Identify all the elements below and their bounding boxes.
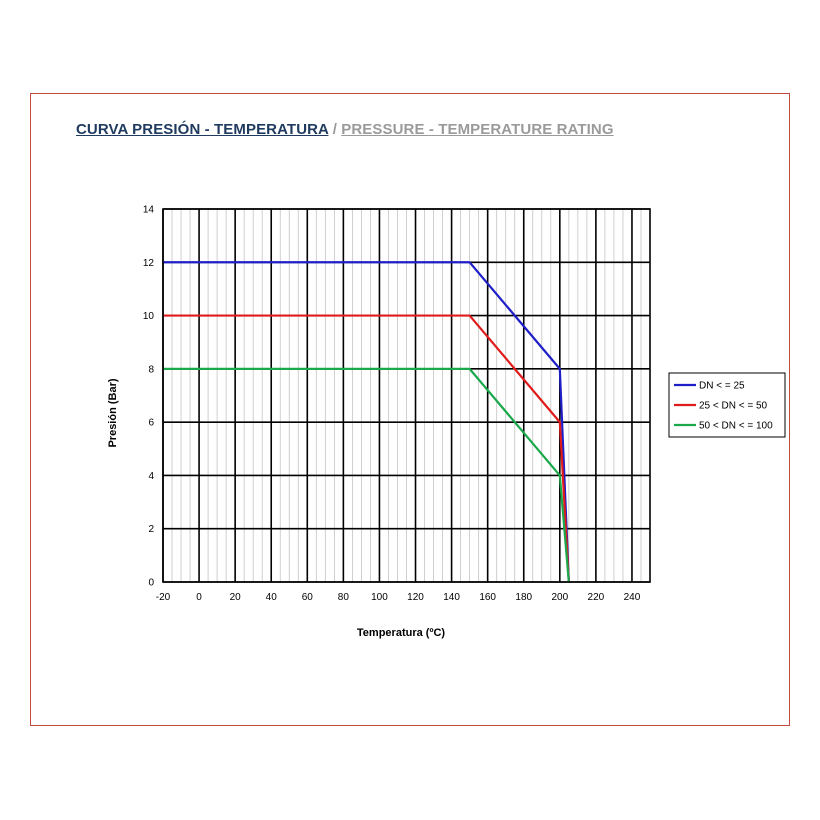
series-lines (163, 261, 570, 583)
legend-label: 50 < DN < = 100 (699, 421, 773, 432)
x-axis-ticks: -20 0 20 40 60 80 100 120 140 160 180 200 220 240 (156, 592, 641, 603)
y-tick-label: 2 (148, 524, 154, 535)
legend-label: DN < = 25 (699, 381, 745, 392)
plot-area-border (162, 208, 651, 583)
title-separator: / (328, 121, 342, 138)
y-tick-label: 0 (148, 578, 154, 589)
series-line (163, 367, 570, 583)
x-tick-label: 200 (551, 592, 568, 603)
x-tick-label: 160 (479, 592, 496, 603)
x-tick-label: 140 (443, 592, 460, 603)
chart-title: CURVA PRESIÓN - TEMPERATURA / PRESSURE -… (76, 121, 614, 138)
x-tick-label: 220 (588, 592, 605, 603)
x-axis-title: Temperatura (ºC) (357, 627, 445, 639)
x-tick-label: 20 (230, 592, 242, 603)
x-tick-label: 240 (624, 592, 641, 603)
plot-border (162, 208, 651, 583)
series-line (163, 261, 570, 583)
title-english: PRESSURE - TEMPERATURE RATING (341, 121, 614, 138)
x-tick-label: 80 (338, 592, 350, 603)
title-spanish: CURVA PRESIÓN - TEMPERATURA (76, 121, 329, 138)
minor-grid (171, 209, 642, 582)
y-axis-ticks: 0 2 4 6 8 10 12 14 (143, 205, 155, 589)
x-tick-label: 0 (196, 592, 202, 603)
x-tick-label: 120 (407, 592, 424, 603)
chart-frame (30, 93, 790, 726)
y-tick-label: 12 (143, 258, 155, 269)
y-tick-label: 10 (143, 311, 155, 322)
y-tick-label: 8 (148, 364, 154, 375)
series-line (163, 314, 570, 583)
y-tick-label: 4 (148, 471, 154, 482)
y-tick-label: 14 (143, 205, 155, 216)
legend: DN < = 25 25 < DN < = 50 50 < DN < = 100 (668, 372, 786, 438)
y-axis-title: Presión (Bar) (107, 378, 119, 447)
x-tick-label: 40 (266, 592, 278, 603)
x-tick-label: 60 (302, 592, 314, 603)
legend-label: 25 < DN < = 50 (699, 401, 768, 412)
x-tick-label: 180 (515, 592, 532, 603)
y-tick-label: 6 (148, 418, 154, 429)
x-tick-label: 100 (371, 592, 388, 603)
x-tick-label: -20 (156, 592, 171, 603)
